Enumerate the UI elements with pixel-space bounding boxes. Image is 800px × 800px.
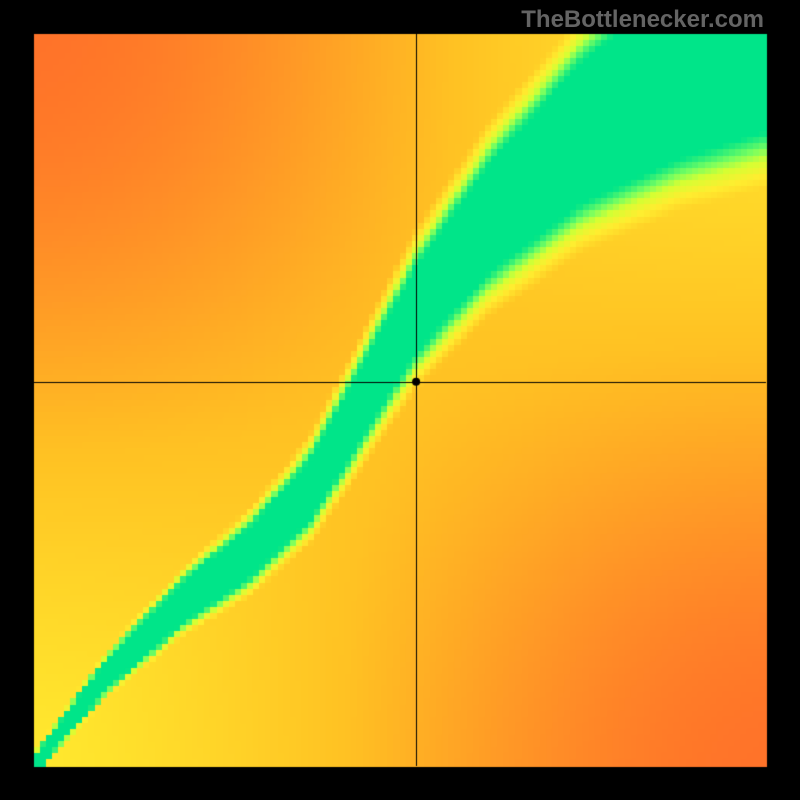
bottleneck-heatmap bbox=[0, 0, 800, 800]
watermark-text: TheBottlenecker.com bbox=[521, 6, 764, 34]
